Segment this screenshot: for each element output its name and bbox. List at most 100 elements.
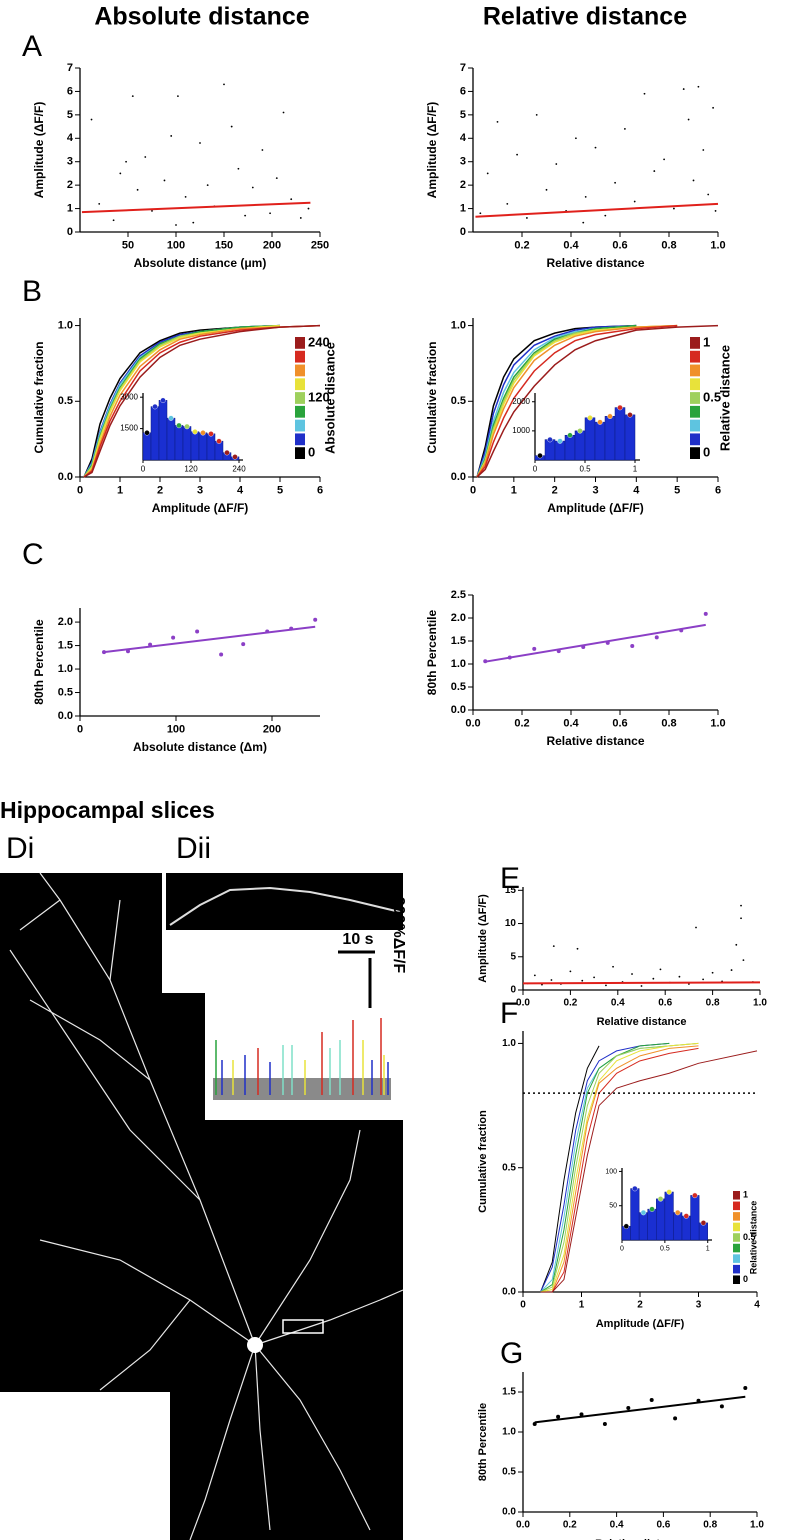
- bar: [638, 1212, 648, 1241]
- colorbar-swatch: [295, 392, 305, 404]
- colorbar-swatch: [295, 364, 305, 377]
- point: [707, 193, 710, 196]
- soma: [247, 1337, 263, 1353]
- bar-dot: [617, 404, 623, 411]
- x-tick-label: 2: [552, 485, 558, 497]
- panel-label: G: [500, 1337, 523, 1370]
- zoom-dendrite: [169, 886, 401, 926]
- x-tick-label: 1.0: [753, 998, 767, 1009]
- y-axis-label: Cumulative fraction: [32, 341, 46, 453]
- point: [695, 926, 697, 929]
- y-tick-label: 0.5: [58, 686, 73, 698]
- bar-dot: [649, 1206, 655, 1212]
- y-tick-label: 7: [67, 62, 73, 74]
- dendrites: [9, 872, 404, 1540]
- zoom-image: [166, 873, 403, 930]
- cdf-line: [540, 1042, 670, 1293]
- colorbar-title: Relative distance: [717, 345, 732, 451]
- x-tick-label: 0: [470, 485, 476, 497]
- fit-line: [81, 201, 311, 214]
- colorbar-label: 0: [308, 445, 315, 460]
- colorbar-title: Relative distance: [748, 1201, 758, 1275]
- bar-dot: [675, 1209, 681, 1216]
- bar: [594, 421, 606, 461]
- point: [241, 642, 246, 647]
- point: [584, 195, 587, 198]
- x-tick-label: 0.6: [658, 998, 672, 1009]
- y-tick-label: 7: [460, 62, 466, 74]
- point: [640, 985, 643, 987]
- point: [630, 644, 635, 649]
- colorbar-swatch: [295, 447, 305, 459]
- colorbar-swatch: [733, 1264, 740, 1274]
- point: [740, 904, 742, 907]
- point: [90, 118, 93, 121]
- y-tick-label: 100: [605, 1168, 617, 1175]
- point: [206, 184, 209, 187]
- y-tick-label: 6: [67, 85, 73, 97]
- point: [692, 179, 695, 182]
- colorbar-swatch: [690, 419, 700, 432]
- x-tick-label: 1.0: [710, 240, 725, 252]
- panel-label: E: [500, 862, 520, 895]
- point: [605, 984, 607, 987]
- point: [223, 83, 225, 86]
- colorbar-swatch: [690, 364, 700, 377]
- cdf-line: [540, 1047, 699, 1293]
- point: [545, 188, 548, 191]
- point: [112, 219, 115, 222]
- point: [163, 179, 166, 182]
- bar-dot: [587, 415, 593, 421]
- x-tick-label: 0.8: [661, 240, 676, 252]
- point: [614, 181, 616, 184]
- y-tick-label: 15: [505, 885, 517, 896]
- point: [643, 92, 646, 95]
- point: [516, 153, 518, 156]
- bar-dot: [700, 1220, 707, 1226]
- y-tick-label: 0: [460, 226, 466, 238]
- bar: [174, 425, 184, 461]
- point: [479, 212, 482, 215]
- bar: [690, 1195, 700, 1241]
- colorbar-swatch: [690, 447, 700, 459]
- x-tick-label: 0.5: [579, 465, 591, 474]
- x-tick-label: 1: [579, 1300, 585, 1311]
- fit-line: [475, 202, 719, 218]
- point: [177, 95, 179, 98]
- colorbar-swatch: [733, 1243, 740, 1253]
- point: [526, 217, 528, 219]
- y-tick-label: 1.0: [502, 1038, 516, 1049]
- bar: [564, 434, 576, 461]
- bar: [624, 414, 636, 461]
- x-tick-label: 100: [167, 240, 185, 252]
- colorbar-label: 120: [308, 389, 330, 404]
- y-tick-label: 5: [510, 951, 516, 962]
- x-tick-label: 120: [184, 465, 198, 474]
- bar-dot: [657, 1196, 664, 1202]
- point: [712, 106, 714, 109]
- colorbar-swatch: [690, 433, 700, 446]
- calcium-traces: 10 s 200%ΔF/F: [213, 897, 407, 1100]
- fit-line: [522, 981, 761, 985]
- y-tick-label: 1.0: [451, 319, 466, 331]
- bar: [190, 431, 200, 461]
- x-tick-label: 200: [263, 240, 281, 252]
- point: [125, 160, 127, 163]
- point: [682, 88, 685, 90]
- point: [290, 198, 293, 201]
- cdf-line: [540, 1045, 600, 1293]
- point: [719, 1404, 724, 1409]
- point: [486, 172, 489, 175]
- bar-dot: [208, 431, 214, 437]
- x-tick-label: 5: [277, 485, 283, 497]
- bar-dot: [176, 422, 182, 429]
- y-tick-label: 1500: [120, 424, 138, 433]
- point: [575, 137, 577, 140]
- point: [269, 212, 271, 215]
- point: [569, 970, 572, 973]
- colorbar-label: 0.5: [743, 1232, 756, 1242]
- colorbar-swatch: [295, 378, 305, 391]
- colorbar-title: Absolute distance: [322, 342, 337, 454]
- x-tick-label: 0: [77, 485, 83, 497]
- y-tick-label: 6: [460, 85, 466, 97]
